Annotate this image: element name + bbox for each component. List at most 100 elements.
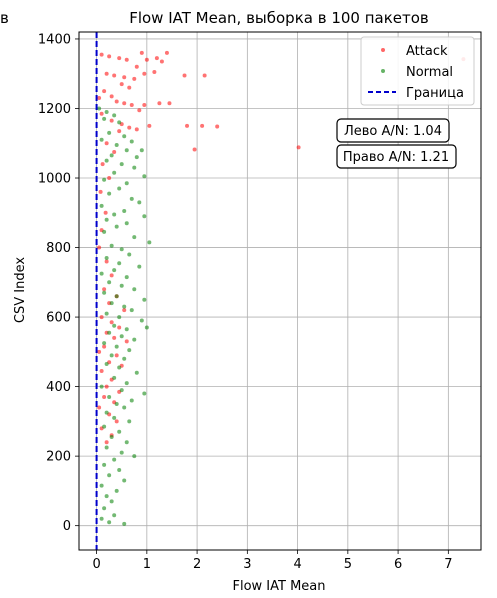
normal-point [127,419,132,424]
grid [79,32,481,550]
chart-title: Flow IAT Mean, выборка в 100 пакетов [129,9,429,27]
normal-point [124,327,129,332]
attack-point [137,108,142,113]
legend-normal-marker [381,69,385,73]
y-tick-label: 1200 [38,102,71,117]
normal-point [129,308,134,313]
normal-point [132,454,137,459]
normal-point [132,287,137,292]
normal-point [112,170,117,175]
normal-point [99,203,104,208]
normal-point [129,196,134,201]
normal-point [117,261,122,266]
attack-point [109,118,114,123]
normal-point [132,165,137,170]
attack-point [114,99,119,104]
attack-point [109,273,114,278]
annotation-left-ratio: Лево A/N: 1.04 [344,124,442,139]
normal-point [119,162,124,167]
normal-point [104,255,109,260]
normal-point [124,221,129,226]
y-tick-label: 1000 [38,172,71,187]
normal-point [104,410,109,415]
normal-point [112,513,117,518]
normal-point [119,247,124,252]
normal-point [102,462,107,467]
normal-point [117,429,122,434]
attack-point [157,101,162,106]
normal-point [104,217,109,222]
normal-point [114,142,119,147]
normal-point [102,177,107,182]
normal-point [107,130,112,135]
normal-point [104,158,109,163]
normal-point [137,200,142,205]
normal-point [127,348,132,353]
attack-point [127,85,132,90]
normal-point [134,370,139,375]
x-tick-label: 7 [444,557,452,572]
attack-point [100,162,105,167]
normal-point [107,280,112,285]
legend-boundary-label: Граница [406,86,464,101]
attack-point [200,123,205,128]
normal-point [117,120,122,125]
attack-point [129,103,134,108]
normal-point [122,405,127,410]
attack-point [104,384,109,389]
normal-point [102,229,107,234]
attack-point [112,149,117,154]
attack-point [104,141,109,146]
attack-point [102,344,107,349]
legend: Attack Normal Граница [360,36,475,106]
attack-point [124,339,129,344]
attack-point [139,50,144,55]
normal-point [114,401,119,406]
attack-point [117,56,122,61]
normal-point [142,391,147,396]
normal-point [102,506,107,511]
normal-point [99,384,104,389]
y-axis-label: CSV Index [13,257,28,323]
x-tick-label: 2 [193,557,201,572]
attack-point [112,335,117,340]
legend-box [360,36,475,106]
plot-frame [78,31,482,551]
normal-point [107,191,112,196]
attack-point [97,405,102,410]
y-tick-label: 400 [46,380,71,395]
legend-attack-label: Attack [406,44,448,59]
attack-point [134,127,139,132]
normal-point [104,445,109,450]
attack-point [107,54,112,59]
attack-point [103,210,108,215]
attack-point [114,419,119,424]
normal-point [114,294,119,299]
normal-point [99,483,104,488]
attack-point [159,59,164,64]
normal-point [119,388,124,393]
attack-point [112,73,117,78]
attack-point [124,57,129,62]
normal-point [104,311,109,316]
normal-point [129,139,134,144]
plot-area [95,32,466,550]
normal-point [127,252,132,257]
attack-point [102,395,107,400]
normal-point [124,148,129,153]
attack-point [107,176,112,181]
normal-point [144,325,149,330]
attack-point [122,101,127,106]
normal-point [107,330,112,335]
normal-point [124,381,129,386]
attack-point [104,71,109,76]
attack-point [132,76,137,81]
normal-point [104,362,109,367]
y-tick-label: 1400 [38,32,71,47]
attack-point [109,94,114,99]
normal-point [147,240,152,245]
normal-point [112,268,117,273]
attack-point [99,52,104,57]
attack-point [127,125,132,130]
